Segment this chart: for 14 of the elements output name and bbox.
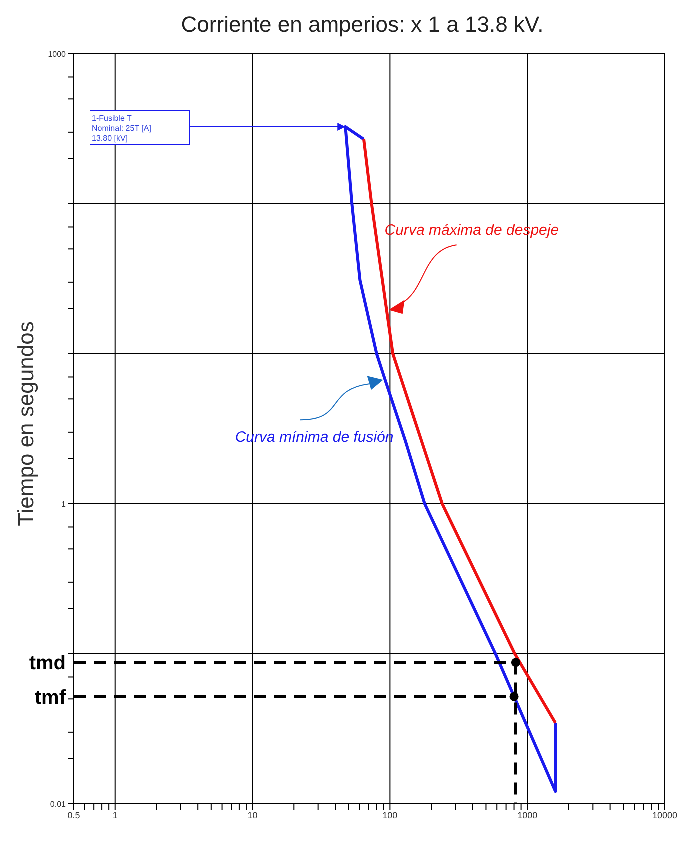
y-tick-label: 1000 bbox=[48, 50, 67, 59]
x-tick-label: 1000 bbox=[518, 810, 538, 820]
y-axis-title: Tiempo en segundos bbox=[13, 322, 39, 526]
y-tick-label: 0.01 bbox=[50, 800, 67, 809]
y-tick-label: 1 bbox=[62, 500, 67, 509]
x-tick-label: 10000 bbox=[652, 810, 678, 820]
x-tick-label: 10 bbox=[248, 810, 258, 820]
x-tick-label: 0.5 bbox=[68, 810, 80, 820]
x-tick-label: 100 bbox=[382, 810, 398, 820]
chart-title: Corriente en amperios: x 1 a 13.8 kV. bbox=[180, 11, 545, 39]
annotation: 1-Fusible T Nominal: 25T [A] 13.80 [kV] bbox=[92, 114, 152, 144]
annotation: tmd bbox=[29, 652, 66, 675]
x-tick-label: 1 bbox=[112, 810, 118, 820]
annotation: tmf bbox=[34, 686, 66, 709]
